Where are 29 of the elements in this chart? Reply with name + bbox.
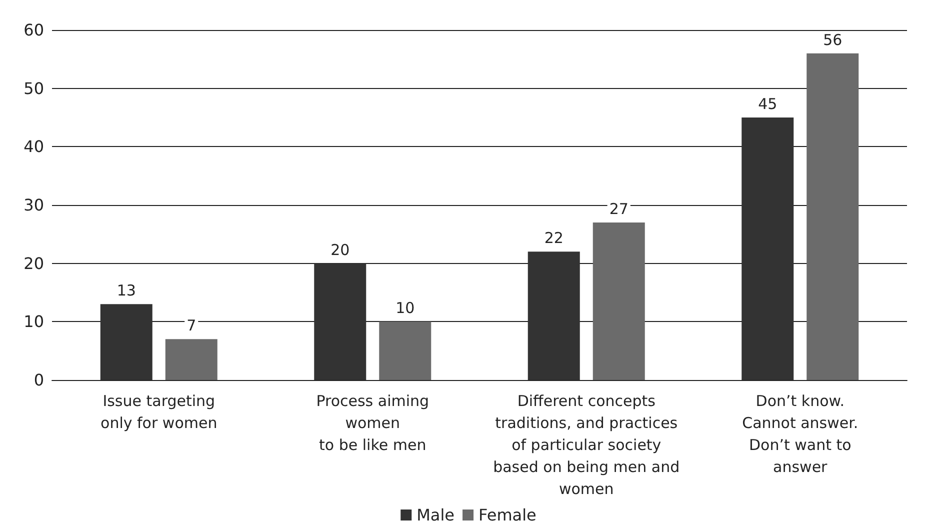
y-tick-label: 40 [24,137,44,156]
bar [742,118,794,380]
bar [100,304,152,380]
x-tick-label: Different concepts traditions, and practices of particular society based on being men and women [493,392,680,498]
data-label: 56 [823,30,842,49]
data-label: 22 [544,229,564,248]
y-tick-label: 30 [24,196,44,214]
data-label: 27 [609,200,628,218]
data-label: 20 [330,240,350,259]
bar [592,222,645,380]
y-tick-label: 50 [24,78,44,98]
x-tick-label: Process aiming women to be like men [316,392,430,454]
data-label: 10 [396,299,415,318]
data-label: 13 [116,282,136,300]
bar [806,53,859,380]
data-label: 45 [758,95,778,113]
bar [165,339,218,380]
data-label: 7 [186,316,196,335]
y-tick-label: 0 [34,370,44,390]
x-tick-label: Don’t know. Cannot answer. Don’t want to answer [742,392,858,476]
bar [379,322,432,380]
y-tick-label: 20 [24,254,44,273]
legend-label: Female [478,506,536,524]
y-tick-label: 10 [24,312,44,332]
bar [528,252,580,380]
bar [314,263,366,380]
y-tick-label: 60 [24,20,44,40]
x-tick-label: Issue targeting only for women [100,392,218,432]
legend-label: Male [416,506,455,524]
